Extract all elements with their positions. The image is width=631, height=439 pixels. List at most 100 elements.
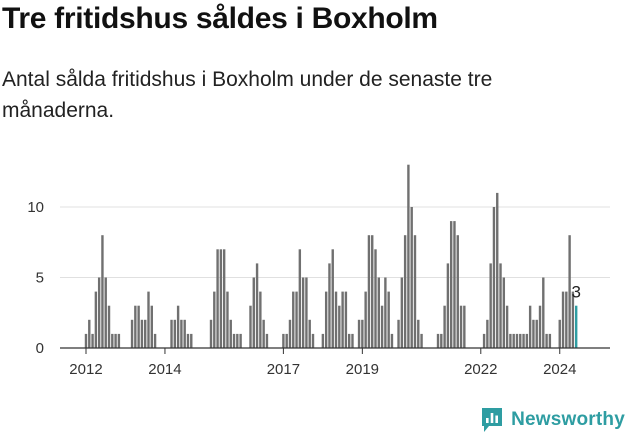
bar — [190, 333, 193, 348]
x-tick-label: 2022 — [464, 361, 497, 378]
bar — [532, 319, 535, 348]
bar — [449, 221, 453, 348]
x-tick-label: 2012 — [69, 361, 102, 378]
bar — [104, 277, 107, 348]
bar — [262, 319, 265, 348]
bar — [137, 305, 140, 348]
highlight-value-label: 3 — [571, 283, 580, 302]
bar — [236, 333, 239, 348]
bar — [463, 305, 466, 348]
bar — [252, 277, 255, 348]
bar — [535, 319, 538, 348]
bar — [384, 277, 387, 348]
bar — [489, 263, 492, 348]
bar — [459, 305, 463, 348]
bar — [183, 319, 186, 348]
bar — [308, 319, 311, 348]
bar — [216, 249, 219, 348]
bar — [525, 333, 529, 348]
bar — [361, 319, 364, 348]
bar — [94, 291, 98, 348]
bar — [417, 319, 420, 348]
bar — [288, 319, 292, 348]
chart-subtitle: Antal sålda fritidshus i Boxholm under d… — [2, 68, 493, 122]
x-tick-label: 2017 — [267, 361, 300, 378]
bar — [344, 291, 348, 348]
bar — [571, 291, 575, 348]
bar — [453, 221, 456, 348]
bar — [239, 333, 242, 348]
bar — [545, 333, 548, 348]
bar — [285, 333, 288, 348]
bar — [410, 207, 413, 348]
bar — [88, 319, 91, 348]
x-tick-label: 2014 — [148, 361, 181, 378]
bar — [420, 333, 423, 348]
bar — [117, 333, 121, 348]
newsworthy-logo[interactable]: Newsworthy — [480, 407, 625, 433]
y-tick-label: 10 — [27, 199, 44, 216]
bar — [499, 263, 502, 348]
bar — [519, 333, 522, 348]
bar — [377, 277, 380, 348]
bar — [298, 249, 302, 348]
bar — [114, 333, 117, 348]
bar — [321, 333, 325, 348]
brand-name: Newsworthy — [511, 409, 625, 430]
bar-highlight — [575, 305, 578, 348]
y-tick-label: 0 — [36, 340, 44, 357]
newsworthy-chart-logo-icon — [482, 408, 503, 432]
bar — [222, 249, 226, 348]
bar — [173, 319, 177, 348]
bar — [371, 235, 374, 348]
bar — [176, 305, 180, 348]
bar — [380, 305, 384, 348]
bar — [561, 291, 565, 348]
bar — [150, 305, 153, 348]
bar — [341, 291, 344, 348]
bar — [390, 333, 394, 348]
bar — [84, 333, 88, 348]
bar — [558, 319, 561, 348]
bar — [374, 249, 377, 348]
x-tick-label: 2019 — [346, 361, 379, 378]
bar — [538, 305, 542, 348]
bar — [324, 291, 328, 348]
bar — [548, 333, 552, 348]
bar — [522, 333, 525, 348]
bar — [140, 319, 144, 348]
bar — [91, 333, 94, 348]
bar — [259, 291, 262, 348]
bar — [219, 249, 223, 348]
bar — [130, 319, 134, 348]
bar — [456, 235, 459, 348]
x-tick-label: 2024 — [543, 361, 576, 378]
bar — [311, 333, 315, 348]
bar — [528, 305, 532, 348]
bar — [226, 291, 229, 348]
bar — [403, 235, 407, 348]
bar — [292, 291, 295, 348]
bar — [482, 333, 486, 348]
bar — [397, 319, 400, 348]
bar — [328, 263, 331, 348]
bar — [351, 333, 354, 348]
bar — [232, 333, 236, 348]
bar — [505, 305, 509, 348]
bar — [515, 333, 519, 348]
bar — [147, 291, 150, 348]
bar — [186, 333, 190, 348]
bar — [97, 277, 101, 348]
bar — [209, 319, 213, 348]
bar — [446, 263, 450, 348]
bar — [364, 291, 367, 348]
bar — [512, 333, 515, 348]
bar — [305, 277, 308, 348]
bar — [249, 305, 252, 348]
bar — [101, 235, 104, 348]
bar — [387, 291, 390, 348]
bar — [400, 277, 404, 348]
bar — [153, 333, 157, 348]
bar — [338, 305, 341, 348]
bar — [367, 235, 371, 348]
